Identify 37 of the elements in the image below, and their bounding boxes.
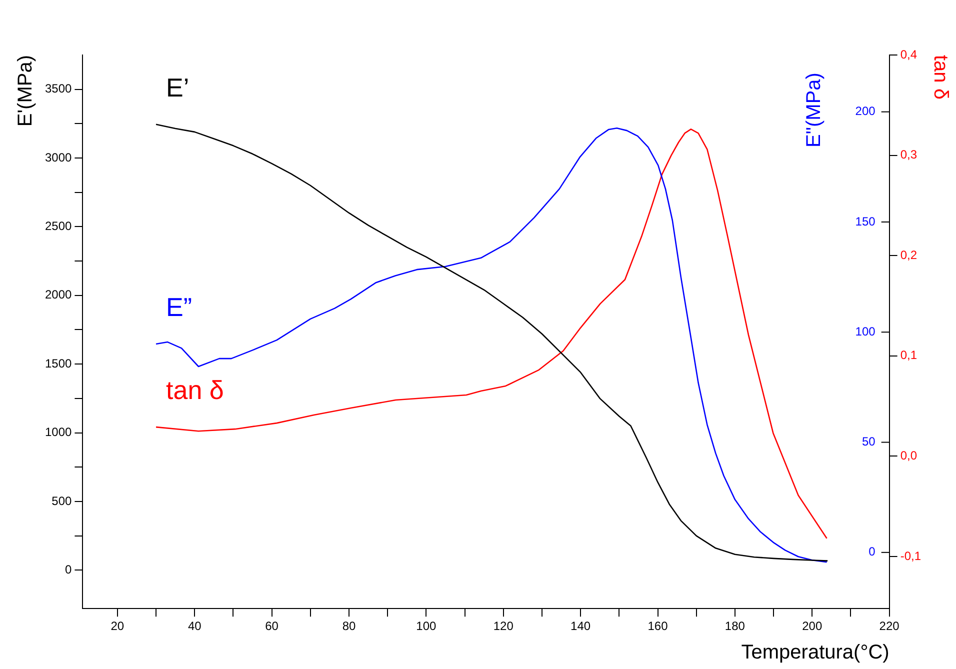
x-tick-label: 40 (188, 619, 202, 634)
y3-tick-label: 0,2 (900, 248, 918, 262)
x-tick-label: 80 (342, 619, 356, 634)
x-tick-label: 140 (570, 619, 591, 634)
y-tick-label: 500 (52, 494, 72, 508)
y3-tick-label: -0,1 (900, 548, 922, 563)
series-label: tan δ (166, 375, 224, 406)
y3-tick-label: 0,3 (900, 148, 918, 162)
x-tick-label: 60 (265, 619, 279, 634)
y3-tick-label: 0,1 (900, 348, 918, 362)
y2-tick-label: 50 (862, 434, 876, 449)
x-tick-label: 20 (110, 619, 124, 634)
y2-axis-title: E"(MPa) (802, 72, 825, 148)
y-tick-label: 2500 (44, 219, 72, 234)
y-tick-label: 3500 (44, 82, 72, 96)
y2-tick-label: 150 (855, 214, 876, 228)
y-tick-label: 3000 (44, 150, 72, 164)
y-axis-title: E'(MPa) (14, 55, 37, 127)
x-tick-label: 220 (879, 619, 900, 634)
y3-tick-label: 0,0 (900, 448, 918, 462)
x-tick-label: 200 (802, 619, 822, 634)
y-tick-label: 1000 (44, 425, 72, 440)
series-label: E” (166, 292, 192, 322)
y-tick-label: 0 (65, 562, 72, 576)
x-tick-label: 100 (416, 619, 437, 634)
y2-tick-label: 200 (855, 104, 876, 118)
y2-tick-label: 0 (868, 544, 876, 559)
y2-tick-label: 100 (855, 324, 876, 338)
y3-tick-label: 0,4 (900, 47, 918, 62)
x-tick-label: 180 (724, 619, 746, 634)
y-tick-label: 2000 (44, 288, 72, 302)
x-tick-label: 160 (648, 619, 668, 634)
y3-axis-title: tan δ (929, 55, 952, 100)
x-tick-label: 120 (493, 619, 514, 634)
x-axis-title: Temperatura(°C) (741, 642, 890, 664)
y-tick-label: 1500 (44, 356, 72, 370)
series-label: E’ (166, 72, 190, 103)
